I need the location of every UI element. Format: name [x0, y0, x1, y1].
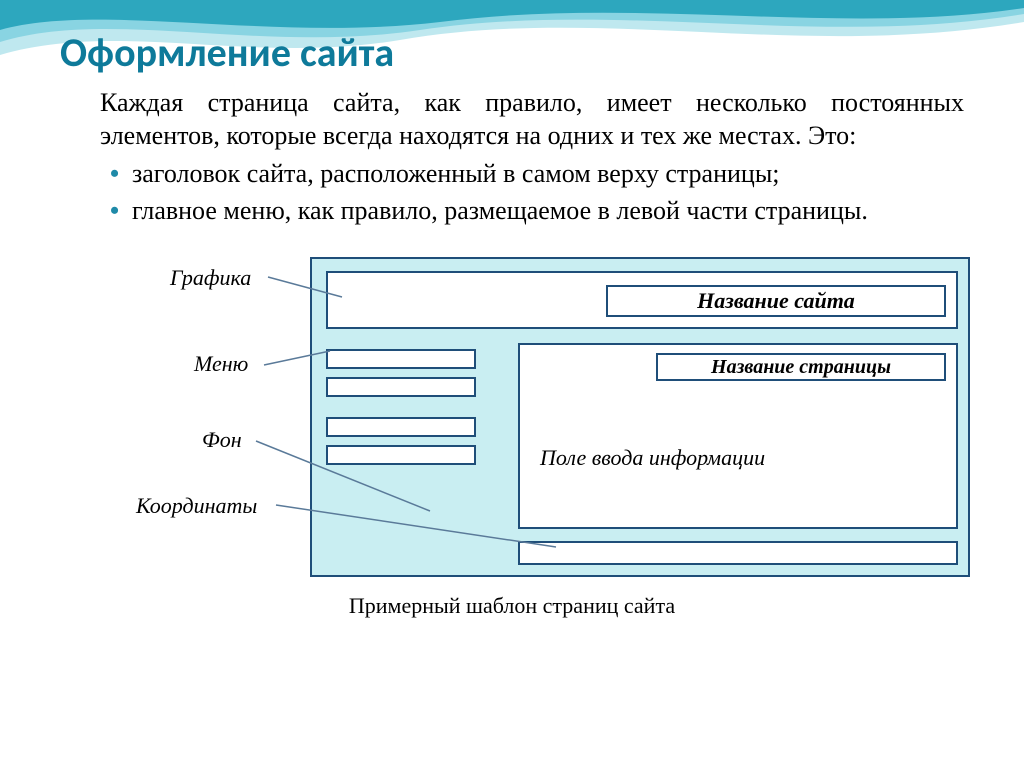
- bullet-item: заголовок сайта, расположенный в самом в…: [110, 158, 964, 191]
- bullet-list: заголовок сайта, расположенный в самом в…: [110, 158, 964, 227]
- diagram-caption: Примерный шаблон страниц сайта: [60, 593, 964, 619]
- label-coordinates: Координаты: [136, 493, 257, 519]
- template-menu-item: [326, 377, 476, 397]
- bullet-item: главное меню, как правило, размещаемое в…: [110, 195, 964, 228]
- field-label: Поле ввода информации: [540, 445, 765, 471]
- template-menu-item: [326, 445, 476, 465]
- template-header: Название сайта: [326, 271, 958, 329]
- intro-paragraph: Каждая страница сайта, как правило, имее…: [100, 87, 964, 152]
- template-footer: [518, 541, 958, 565]
- label-background: Фон: [202, 427, 242, 453]
- template-main: Название страницы Поле ввода информации: [518, 343, 958, 529]
- template-menu-item: [326, 349, 476, 369]
- template-panel: Название сайта Название страницы Поле вв…: [310, 257, 970, 577]
- label-graphics: Графика: [170, 265, 251, 291]
- page-name-box: Название страницы: [656, 353, 946, 381]
- label-menu: Меню: [194, 351, 248, 377]
- layout-diagram: Графика Меню Фон Координаты Название сай…: [60, 247, 964, 627]
- site-name-box: Название сайта: [606, 285, 946, 317]
- template-menu-item: [326, 417, 476, 437]
- slide-title: Оформление сайта: [60, 28, 964, 77]
